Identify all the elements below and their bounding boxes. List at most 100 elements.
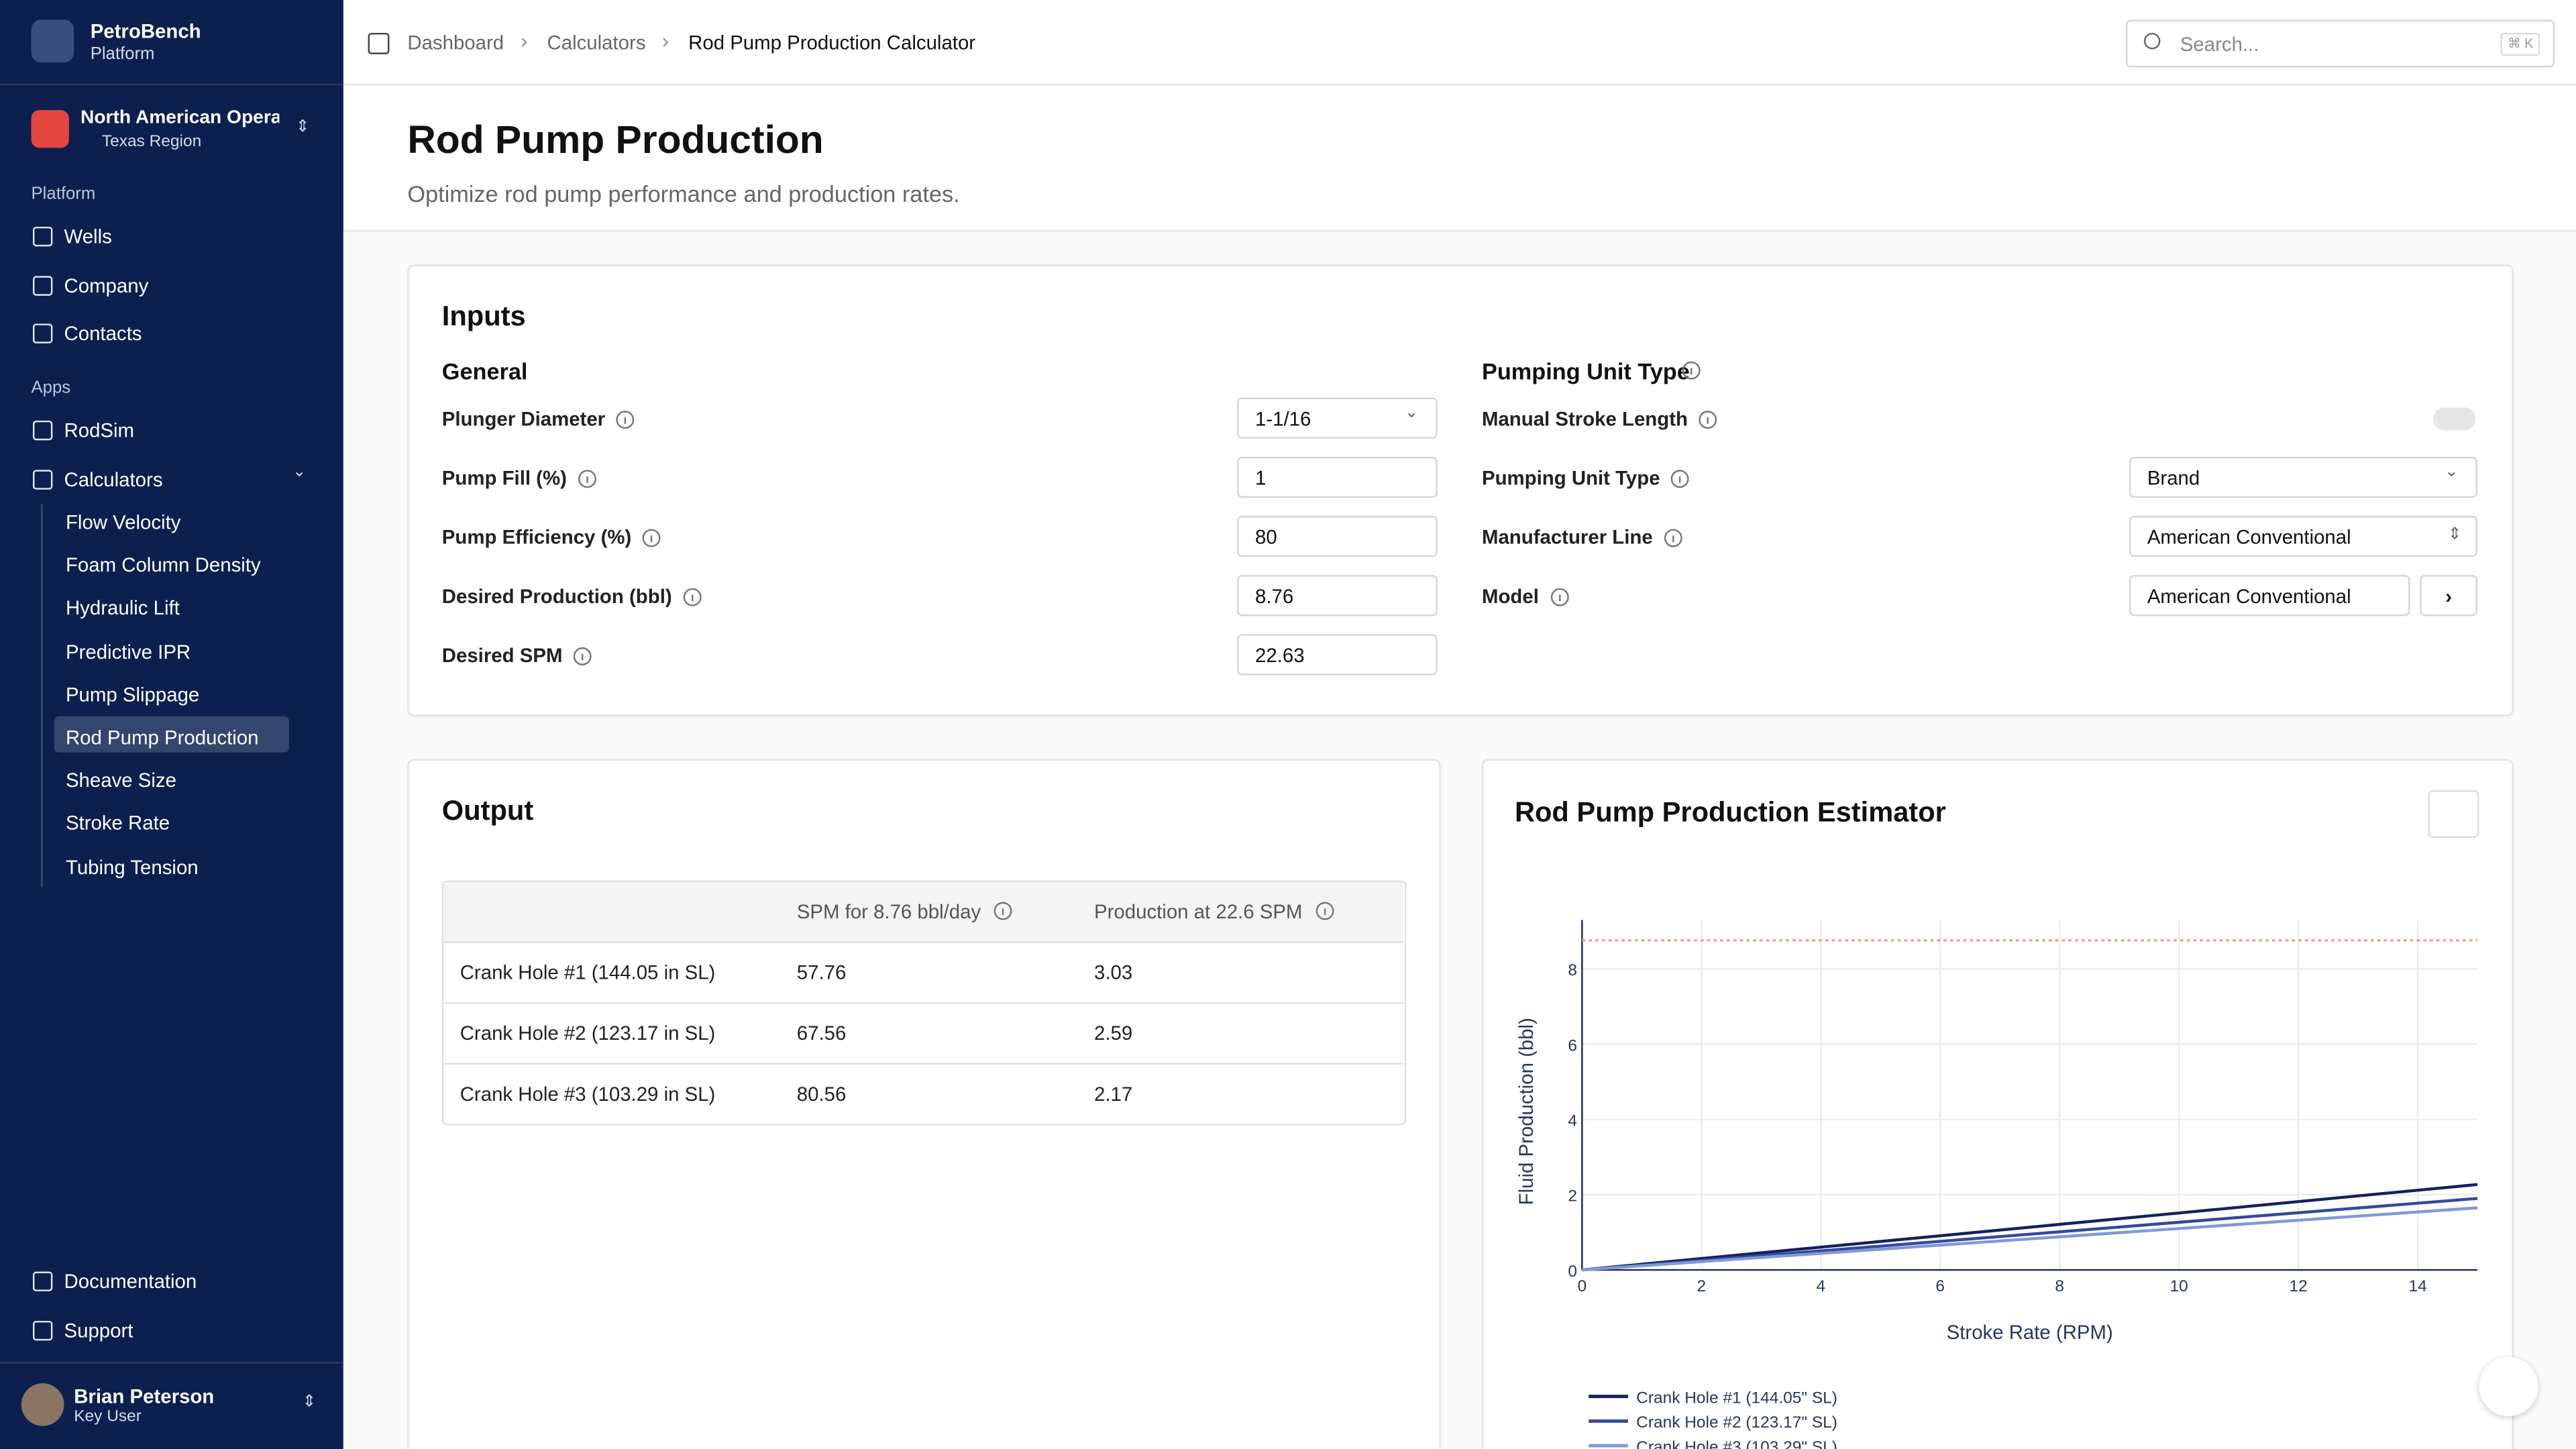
info-icon[interactable] xyxy=(1699,411,1717,429)
nav-item[interactable]: Contacts xyxy=(64,322,142,345)
info-icon[interactable] xyxy=(573,647,592,665)
section-label: Platform xyxy=(31,184,96,204)
nav-subitem[interactable]: Predictive IPR xyxy=(65,640,191,663)
nav-icon xyxy=(32,1271,53,1291)
user-name[interactable]: Brian Peterson xyxy=(74,1385,215,1408)
nav-item[interactable]: Support xyxy=(64,1318,133,1342)
row-border xyxy=(443,1062,1403,1064)
search-box[interactable]: Search... ⌘ K xyxy=(2125,19,2555,68)
nav-subitem[interactable]: Flow Velocity xyxy=(65,511,181,534)
x-tick-label: 10 xyxy=(2170,1277,2188,1295)
info-icon[interactable] xyxy=(1550,588,1569,606)
table-cell: 80.56 xyxy=(796,1081,847,1106)
breadcrumb[interactable]: Dashboard xyxy=(407,31,504,54)
table-cell: 3.03 xyxy=(1094,961,1133,984)
y-tick-label: 6 xyxy=(1568,1036,1577,1055)
input-field[interactable]: 22.63 xyxy=(1237,634,1438,676)
output-card xyxy=(407,759,1441,1449)
x-tick-label: 4 xyxy=(1816,1277,1825,1295)
toggle[interactable] xyxy=(2432,407,2476,431)
nav-subitem[interactable]: Pump Slippage xyxy=(65,683,200,706)
column-header: SPM for 8.76 bbl/day xyxy=(796,900,981,924)
x-axis-label: Stroke Rate (RPM) xyxy=(1947,1322,2113,1344)
x-tick-label: 6 xyxy=(1935,1277,1945,1295)
table-cell: Crank Hole #3 (103.29 in SL) xyxy=(460,1081,716,1106)
user-menu[interactable]: ⇕ xyxy=(302,1393,317,1411)
table-cell: 2.17 xyxy=(1094,1081,1133,1106)
nav-icon xyxy=(32,469,53,489)
nav-item[interactable]: Wells xyxy=(64,225,112,248)
nav-item[interactable]: Documentation xyxy=(64,1270,197,1293)
field-label: Pumping Unit Type xyxy=(1481,466,1660,490)
field-label: Desired Production (bbl) xyxy=(441,584,672,608)
org-name[interactable]: North American Opera xyxy=(80,108,280,129)
input-field[interactable]: Brand xyxy=(2129,456,2478,498)
nav-icon xyxy=(32,226,53,247)
input-field[interactable]: 8.76 xyxy=(1237,575,1438,616)
org-switch[interactable]: ⇕ xyxy=(295,118,310,137)
info-icon[interactable] xyxy=(1682,361,1701,380)
field-label: Pump Efficiency (%) xyxy=(441,525,632,549)
header-border xyxy=(343,83,2576,86)
section-title: Pumping Unit Type xyxy=(1481,358,1690,385)
org-logo xyxy=(31,110,69,148)
divider xyxy=(0,1362,343,1364)
input-field[interactable]: 1 xyxy=(1237,456,1438,498)
breadcrumb[interactable]: Calculators xyxy=(547,31,646,54)
nav-subitem[interactable]: Foam Column Density xyxy=(65,553,261,578)
nav-item[interactable]: Company xyxy=(64,273,149,297)
field-label: Manufacturer Line xyxy=(1481,525,1653,549)
search-icon xyxy=(2143,32,2161,50)
input-field[interactable]: 1-1/16 xyxy=(1237,397,1438,439)
sidebar: PetroBench Platform North American Opera… xyxy=(0,0,343,1449)
info-icon[interactable] xyxy=(994,902,1012,920)
avatar xyxy=(21,1383,64,1426)
shortcut: ⌘ K xyxy=(2501,32,2540,56)
table-cell: Crank Hole #2 (123.17 in SL) xyxy=(460,1021,716,1045)
info-icon[interactable] xyxy=(616,411,635,429)
y-tick-label: 4 xyxy=(1568,1112,1577,1130)
table-cell: Crank Hole #1 (144.05 in SL) xyxy=(460,961,716,984)
expand-button[interactable] xyxy=(2428,790,2479,838)
active-highlight xyxy=(54,716,290,753)
info-icon[interactable] xyxy=(1316,902,1334,920)
page-subtitle: Optimize rod pump performance and produc… xyxy=(407,180,960,207)
row-border xyxy=(443,1002,1403,1004)
info-icon[interactable] xyxy=(1664,529,1682,547)
legend-label: Crank Hole #1 (144.05" SL) xyxy=(1636,1389,1837,1407)
y-axis-label: Fluid Production (bbl) xyxy=(1515,1018,1538,1205)
nav-item[interactable]: Calculators xyxy=(64,467,163,491)
collapse-icon[interactable]: ⌄ xyxy=(292,463,307,482)
info-icon[interactable] xyxy=(683,588,702,606)
nav-subitem[interactable]: Hydraulic Lift xyxy=(65,596,180,621)
info-icon[interactable] xyxy=(578,470,596,488)
divider xyxy=(343,229,2576,232)
legend-label: Crank Hole #2 (123.17" SL) xyxy=(1636,1413,1837,1432)
next-button[interactable]: › xyxy=(2420,575,2478,616)
info-icon[interactable] xyxy=(642,529,661,547)
info-icon[interactable] xyxy=(1670,470,1689,488)
y-tick-label: 8 xyxy=(1568,961,1577,979)
breadcrumb: Rod Pump Production Calculator xyxy=(688,31,976,54)
input-field[interactable]: American Conventional xyxy=(2129,515,2478,557)
x-tick-label: 0 xyxy=(1578,1277,1587,1295)
brand-sub: Platform xyxy=(90,44,155,64)
field-label: Manual Stroke Length xyxy=(1481,407,1688,431)
help-button[interactable] xyxy=(2479,1356,2538,1417)
section-label: Apps xyxy=(31,378,71,398)
input-field[interactable]: 80 xyxy=(1237,515,1438,557)
nav-item[interactable]: RodSim xyxy=(64,419,135,442)
input-field[interactable]: American Conventional xyxy=(2129,575,2410,616)
nav-subitem[interactable]: Tubing Tension xyxy=(65,855,199,879)
nav-subitem[interactable]: Stroke Rate xyxy=(65,812,170,836)
brand-logo xyxy=(31,19,74,63)
chart-title: Rod Pump Production Estimator xyxy=(1515,796,1946,827)
nav-subitem[interactable]: Rod Pump Production xyxy=(65,726,259,749)
sidebar-toggle[interactable] xyxy=(368,32,390,54)
nav-subitem[interactable]: Sheave Size xyxy=(65,769,176,792)
table-header xyxy=(443,882,1403,942)
card-title: Output xyxy=(441,795,534,826)
user-role: Key User xyxy=(74,1407,142,1426)
